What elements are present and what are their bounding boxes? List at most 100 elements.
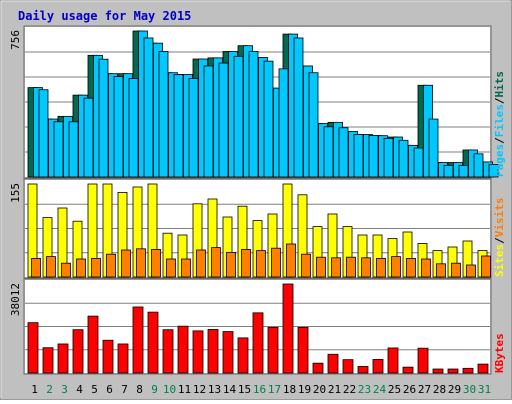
- y-tick-label: 756: [9, 30, 22, 50]
- legend-entry: /: [493, 137, 506, 144]
- bar-pages-day-1: [38, 89, 49, 178]
- bar-pages-day-30: [473, 153, 484, 178]
- bar-kbytes-day-5: [87, 315, 99, 374]
- bar-pages-day-15: [248, 51, 259, 178]
- bar-kbytes-day-4: [72, 329, 84, 374]
- bar-visits-day-4: [76, 258, 86, 278]
- bar-visits-day-22: [346, 256, 356, 278]
- y-tick-label: 155: [9, 183, 22, 203]
- x-axis-labels: 1 2 3 4 5 6 7 8 9 10 11 12 13 14 15 16 17 18 19 20 21 22 23 24 2…: [31, 383, 491, 396]
- x-tick-day-4: 4: [76, 383, 83, 396]
- bar-kbytes-day-26: [402, 366, 414, 374]
- bar-pages-day-19: [308, 72, 319, 178]
- x-tick-day-10: 10: [163, 383, 176, 396]
- bar-kbytes-day-11: [177, 325, 189, 374]
- bar-pages-day-9: [158, 51, 169, 178]
- x-tick-day-22: 22: [343, 383, 356, 396]
- bar-kbytes-day-10: [162, 329, 174, 374]
- bar-kbytes-day-21: [327, 353, 339, 374]
- bar-visits-day-8: [136, 248, 146, 278]
- bar-kbytes-day-20: [312, 362, 324, 374]
- bar-visits-day-2: [46, 256, 56, 278]
- bar-pages-day-24: [383, 137, 394, 178]
- x-tick-day-26: 26: [403, 383, 416, 396]
- bar-visits-day-21: [331, 257, 341, 278]
- bar-pages-day-26: [413, 147, 424, 178]
- bar-visits-day-31: [481, 255, 491, 278]
- bar-pages-day-18: [293, 37, 304, 178]
- bar-visits-day-17: [271, 247, 281, 278]
- x-tick-day-27: 27: [418, 383, 431, 396]
- bar-visits-day-1: [31, 257, 41, 278]
- panel-visits-sites: 155 Sites/Visits: [9, 178, 506, 279]
- x-tick-day-24: 24: [373, 383, 387, 396]
- legend-entry: Files: [493, 104, 506, 137]
- bar-kbytes-day-3: [57, 343, 69, 374]
- x-tick-day-31: 31: [478, 383, 491, 396]
- bar-pages-day-17: [278, 68, 289, 178]
- x-tick-day-21: 21: [328, 383, 341, 396]
- legend-entry: Pages: [493, 144, 506, 177]
- bar-pages-day-28: [443, 165, 454, 178]
- x-tick-day-15: 15: [238, 383, 251, 396]
- panel-kbytes: 38012 KBytes: [9, 278, 506, 375]
- bar-visits-day-20: [316, 256, 326, 278]
- bar-pages-day-2: [53, 121, 64, 178]
- legend-entry: Hits: [493, 71, 506, 98]
- bar-pages-day-29: [458, 165, 469, 178]
- x-tick-day-19: 19: [298, 383, 311, 396]
- x-tick-day-16: 16: [253, 383, 266, 396]
- x-tick-day-7: 7: [121, 383, 128, 396]
- bar-kbytes-day-13: [207, 329, 219, 374]
- bar-pages-day-31: [488, 164, 499, 178]
- legend-entry: Visits: [493, 198, 506, 238]
- bar-visits-day-14: [226, 251, 236, 278]
- bar-visits-day-15: [241, 248, 251, 278]
- bar-kbytes-day-14: [222, 331, 234, 374]
- bar-visits-day-12: [196, 249, 206, 278]
- x-tick-day-23: 23: [358, 383, 371, 396]
- bar-pages-day-25: [398, 139, 409, 178]
- bar-pages-day-13: [218, 62, 229, 178]
- bar-pages-day-21: [338, 127, 349, 178]
- bar-kbytes-day-18: [282, 283, 294, 374]
- bar-kbytes-day-16: [252, 312, 264, 374]
- bar-visits-day-28: [436, 263, 446, 278]
- x-tick-day-25: 25: [388, 383, 401, 396]
- bar-pages-day-11: [188, 78, 199, 178]
- bar-visits-day-11: [181, 258, 191, 278]
- bar-pages-day-4: [83, 97, 94, 178]
- bar-visits-day-24: [376, 257, 386, 278]
- bar-pages-day-8: [143, 37, 154, 178]
- bar-pages-day-5: [98, 58, 109, 178]
- x-tick-day-30: 30: [463, 383, 476, 396]
- bar-pages-day-6: [113, 76, 124, 178]
- bar-visits-day-29: [451, 262, 461, 278]
- panel-frame: [23, 25, 492, 179]
- bar-pages-day-27: [428, 118, 439, 178]
- legend-entry: /: [493, 97, 506, 104]
- bar-kbytes-day-30: [462, 367, 474, 374]
- chart-title: Daily usage for May 2015: [18, 9, 191, 23]
- bar-visits-day-18: [286, 243, 296, 278]
- bar-pages-day-3: [68, 121, 79, 178]
- bar-kbytes-day-15: [237, 337, 249, 374]
- bar-pages-day-10: [173, 74, 184, 178]
- legend-entry: KBytes: [493, 333, 506, 373]
- bar-pages-day-16: [263, 60, 274, 178]
- bar-kbytes-day-2: [42, 347, 54, 374]
- bar-visits-day-6: [106, 253, 116, 278]
- x-tick-day-13: 13: [208, 383, 221, 396]
- bar-kbytes-day-7: [117, 343, 129, 374]
- bar-kbytes-day-12: [192, 330, 204, 374]
- panel-frame: [23, 278, 492, 375]
- x-tick-day-3: 3: [61, 383, 68, 396]
- bar-kbytes-day-9: [147, 311, 159, 374]
- bar-visits-day-27: [421, 258, 431, 278]
- bar-kbytes-day-19: [297, 326, 309, 374]
- bar-kbytes-day-28: [432, 368, 444, 374]
- bar-kbytes-day-23: [357, 366, 369, 374]
- x-tick-day-8: 8: [136, 383, 143, 396]
